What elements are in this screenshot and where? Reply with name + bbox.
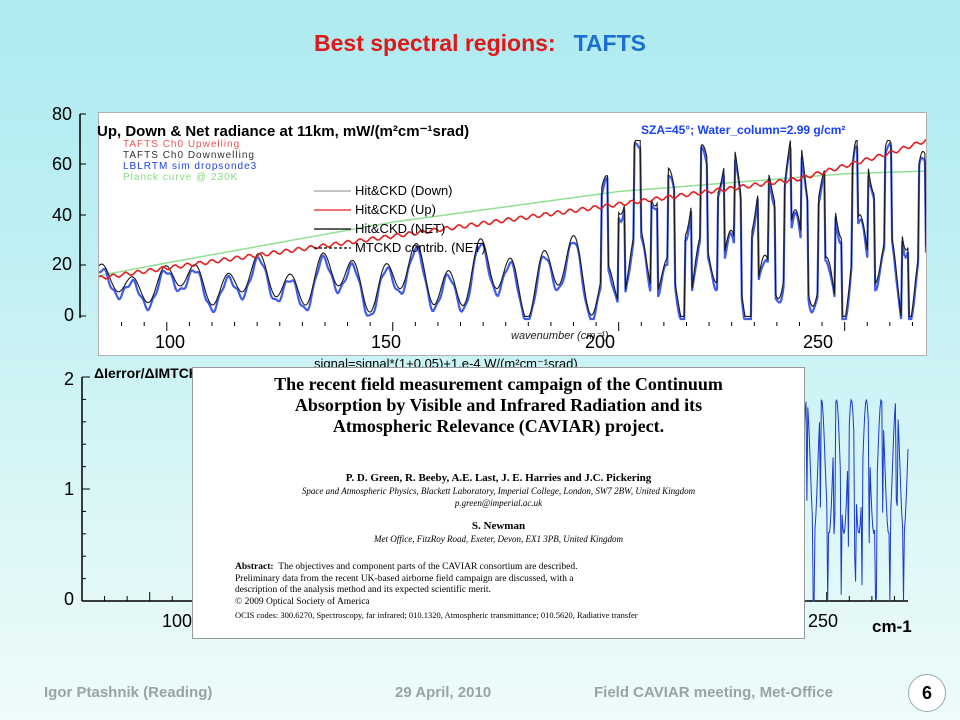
abstract-line: description of the analysis method and i… <box>235 585 491 595</box>
paper-affiliation-1: Space and Atmospheric Physics, Blackett … <box>301 486 696 496</box>
paper-authors-2: S. Newman <box>471 520 526 532</box>
abstract-line: Preliminary data from the recent UK-base… <box>235 573 574 584</box>
top-left-axis <box>79 113 86 318</box>
top-ytick: 40 <box>52 205 73 225</box>
top-xlabel: wavenumber (cm⁻¹) <box>511 330 609 342</box>
slide-title-part2: TAFTS <box>573 30 646 56</box>
paper-copyright: © 2009 Optical Society of America <box>235 596 370 607</box>
bottom-xlabel: cm-1 <box>872 617 912 636</box>
upwelling-line <box>99 138 926 280</box>
top-xtick-100: 100 <box>155 332 186 352</box>
upper-legend-2: TAFTS Ch0 Downwelling <box>123 150 255 161</box>
bottom-ytick-0: 0 <box>64 589 75 609</box>
top-xtick-250: 250 <box>803 332 834 352</box>
paper-affiliation-2: Met Office, FitzRoy Road, Exeter, Devon,… <box>374 534 623 544</box>
bottom-ytick-1: 1 <box>64 479 75 499</box>
paper-email: p.green@imperial.ac.uk <box>454 498 543 508</box>
bottom-xtick-250: 250 <box>808 611 839 631</box>
bottom-ytick-2: 2 <box>64 369 75 389</box>
slide-title: Best spectral regions: TAFTS <box>0 30 960 57</box>
top-radiance-chart: Up, Down & Net radiance at 11km, mW/(m²c… <box>97 112 927 356</box>
legend-down: Hit&CKD (Down) <box>355 183 453 198</box>
upper-legend-1: TAFTS Ch0 Upwelling <box>123 139 241 150</box>
top-chart-title: Up, Down & Net radiance at 11km, mW/(m²c… <box>97 123 470 140</box>
upper-legend-4: Planck curve @ 230K <box>123 172 239 183</box>
footer-author: Igor Ptashnik (Reading) <box>44 684 213 701</box>
top-chart-svg <box>99 138 926 331</box>
paper-ocis-codes: OCIS codes: 300.6270, Spectroscopy, far … <box>235 610 638 620</box>
legend-net: Hit&CKD (NET) <box>355 221 446 236</box>
upper-legend-3: LBLRTM sim dropsonde3 <box>123 161 258 172</box>
paper-authors-1: P. D. Green, R. Beeby, A.E. Last, J. E. … <box>345 472 652 484</box>
paper-abstract: Abstract: The objectives and component p… <box>235 562 775 622</box>
legend-mtckd: MTCKD contrib. (NET) <box>355 240 486 255</box>
paper-title: The recent field measurement campaign of… <box>193 374 804 437</box>
page-number-badge: 6 <box>908 674 946 712</box>
top-ytick: 0 <box>64 305 75 325</box>
abstract-label: Abstract: <box>235 562 274 572</box>
downwelling-line <box>99 139 926 317</box>
top-ytick: 80 <box>52 104 73 124</box>
top-xtick-200: 200 <box>585 332 616 352</box>
abstract-line: The objectives and component parts of th… <box>278 562 578 572</box>
footer-event: Field CAVIAR meeting, Met-Office <box>594 684 833 701</box>
paper-title-line: The recent field measurement campaign of… <box>274 374 723 394</box>
bottom-xtick-100: 100 <box>162 611 193 631</box>
legend-up: Hit&CKD (Up) <box>355 202 436 217</box>
paper-title-line: Absorption by Visible and Infrared Radia… <box>294 395 703 415</box>
top-xtick-150: 150 <box>371 332 402 352</box>
bottom-ylabel: ΔIerror/ΔIMTCKD <box>94 365 210 381</box>
paper-title-line: Atmospheric Relevance (CAVIAR) project. <box>332 416 665 436</box>
top-ytick: 20 <box>52 254 73 274</box>
top-ytick: 60 <box>52 154 73 174</box>
top-chart-subtitle: SZA=45°; Water_column=2.99 g/cm² <box>641 123 846 137</box>
slide-title-part1: Best spectral regions: <box>314 30 556 56</box>
footer-date: 29 April, 2010 <box>395 684 492 701</box>
inset-paper-abstract: The recent field measurement campaign of… <box>192 367 805 639</box>
